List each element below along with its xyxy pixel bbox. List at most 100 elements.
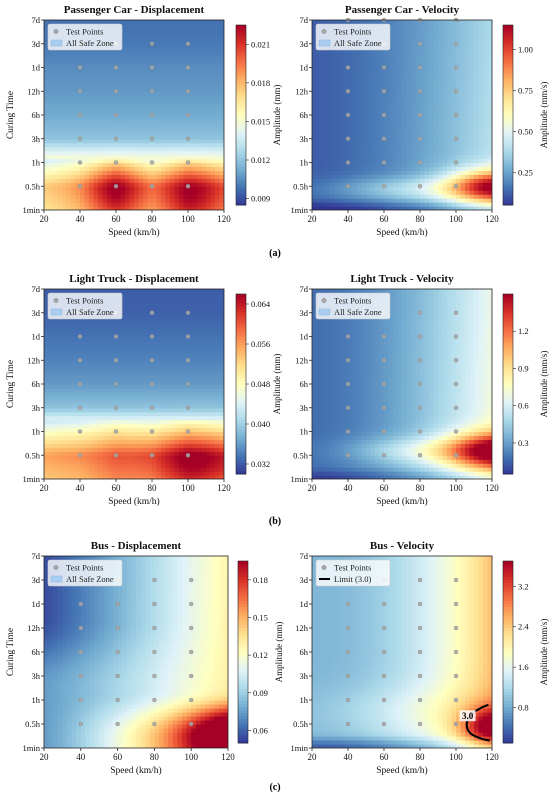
heatmap-cell	[125, 178, 131, 183]
colorbar-cell	[503, 103, 513, 107]
heatmap-cell	[188, 126, 194, 132]
heatmap-cell	[84, 443, 90, 448]
heatmap-cell	[219, 23, 224, 29]
heatmap-cell	[62, 463, 68, 468]
heatmap-cell	[330, 182, 336, 187]
heatmap-cell	[406, 194, 412, 199]
heatmap-cell	[206, 67, 212, 73]
heatmap-cell	[111, 174, 117, 179]
heatmap-cell	[379, 55, 385, 61]
heatmap-cell	[57, 63, 63, 69]
heatmap-cell	[429, 47, 435, 53]
heatmap-cell	[165, 202, 171, 207]
heatmap-cell	[339, 126, 345, 132]
heatmap-cell	[93, 328, 99, 334]
heatmap-cell	[111, 368, 117, 373]
colorbar-cell	[503, 193, 513, 197]
heatmap-cell	[429, 75, 435, 80]
heatmap-cell	[89, 443, 95, 448]
heatmap-cell	[469, 79, 475, 84]
heatmap-cell	[98, 403, 104, 409]
heatmap-cell	[84, 427, 90, 433]
heatmap-cell	[210, 87, 216, 92]
heatmap-cell	[165, 35, 171, 41]
heatmap-cell	[111, 344, 117, 349]
heatmap-cell	[156, 99, 162, 104]
heatmap-cell	[80, 399, 86, 405]
heatmap-cell	[116, 115, 122, 120]
heatmap-cell	[393, 79, 399, 84]
heatmap-cell	[116, 419, 122, 425]
heatmap-cell	[483, 190, 489, 195]
heatmap-cell	[316, 166, 322, 172]
heatmap-cell	[201, 39, 207, 45]
heatmap-cell	[165, 39, 171, 45]
heatmap-cell	[325, 158, 331, 164]
heatmap-cell	[89, 122, 95, 128]
heatmap-cell	[352, 178, 358, 183]
y-tick-label: 7d	[32, 15, 41, 25]
colorbar-cell	[236, 148, 246, 152]
heatmap-cell	[165, 162, 171, 168]
colorbar-cell	[236, 199, 246, 203]
heatmap-cell	[188, 75, 194, 80]
heatmap-cell	[215, 134, 221, 140]
heatmap-cell	[411, 75, 417, 80]
heatmap-cell	[48, 130, 54, 136]
heatmap-cell	[102, 107, 108, 112]
heatmap-cell	[48, 55, 54, 61]
heatmap-cell	[44, 372, 50, 377]
heatmap-cell	[487, 31, 492, 37]
heatmap-cell	[219, 79, 224, 84]
heatmap-cell	[71, 71, 77, 77]
heatmap-cell	[156, 75, 162, 80]
heatmap-cell	[420, 59, 426, 65]
heatmap-cell	[219, 130, 224, 136]
heatmap-cell	[98, 115, 104, 120]
heatmap-cell	[366, 174, 372, 179]
heatmap-cell	[183, 20, 189, 25]
heatmap-cell	[89, 202, 95, 207]
heatmap-cell	[75, 332, 81, 338]
heatmap-cell	[120, 336, 126, 342]
heatmap-cell	[75, 115, 81, 120]
heatmap-cell	[192, 27, 198, 33]
heatmap-cell	[107, 387, 113, 393]
heatmap-cell	[370, 154, 376, 160]
heatmap-pc-disp	[44, 20, 224, 210]
heatmap-cell	[53, 447, 59, 452]
heatmap-cell	[424, 174, 430, 179]
heatmap-cell	[487, 27, 492, 33]
heatmap-cell	[57, 166, 63, 172]
heatmap-cell	[75, 447, 81, 452]
heatmap-cell	[62, 328, 68, 334]
y-tick-label: 7d	[300, 15, 309, 25]
heatmap-cell	[179, 107, 185, 112]
heatmap-cell	[330, 130, 336, 136]
heatmap-cell	[487, 146, 492, 152]
heatmap-cell	[312, 75, 318, 80]
heatmap-cell	[120, 296, 126, 302]
heatmap-cell	[420, 47, 426, 53]
heatmap-cell	[330, 87, 336, 92]
heatmap-cell	[197, 186, 203, 191]
heatmap-cell	[107, 340, 113, 346]
heatmap-cell	[84, 344, 90, 349]
heatmap-cell	[102, 423, 108, 429]
heatmap-cell	[348, 206, 354, 210]
heatmap-cell	[192, 20, 198, 25]
heatmap-cell	[111, 376, 117, 381]
heatmap-cell	[80, 423, 86, 429]
heatmap-cell	[334, 79, 340, 84]
heatmap-cell	[170, 146, 176, 152]
heatmap-cell	[210, 51, 216, 57]
heatmap-cell	[120, 407, 126, 413]
heatmap-cell	[66, 166, 72, 172]
heatmap-cell	[188, 43, 194, 49]
heatmap-cell	[420, 162, 426, 168]
colorbar-cell	[236, 115, 246, 119]
heatmap-cell	[98, 340, 104, 346]
heatmap-cell	[71, 190, 77, 195]
colorbar-tick-label: 0.021	[251, 39, 270, 49]
heatmap-cell	[451, 107, 457, 112]
